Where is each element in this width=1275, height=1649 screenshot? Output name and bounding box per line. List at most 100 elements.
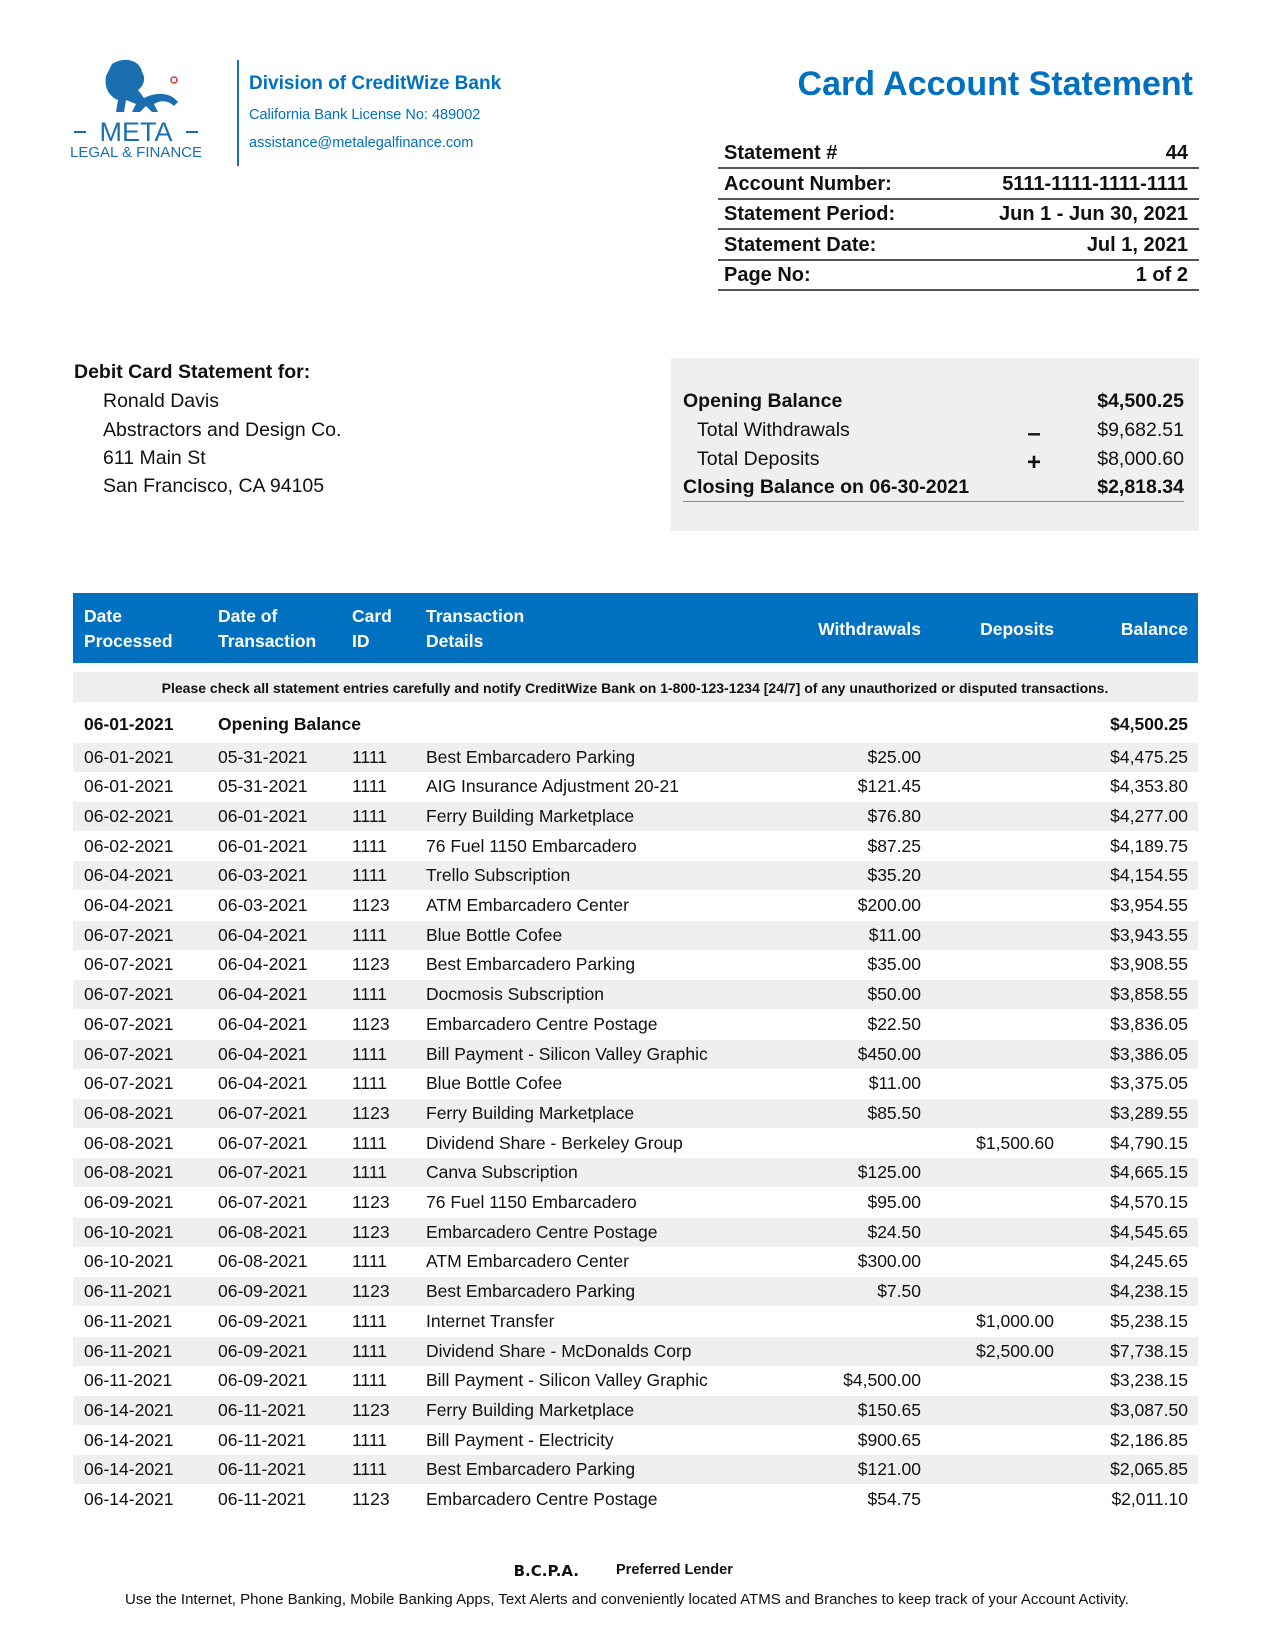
cell: Embarcadero Centre Postage	[426, 1489, 658, 1509]
cell: Docmosis Subscription	[426, 984, 604, 1005]
cell: 06-11-2021	[84, 1370, 173, 1391]
column-header: Balance	[1120, 618, 1188, 639]
cell: Bill Payment - Silicon Valley Graphic	[426, 1043, 708, 1064]
cell: $85.50	[867, 1102, 921, 1123]
column-header: Deposits	[980, 618, 1054, 639]
cell: $125.00	[857, 1162, 921, 1183]
info-rule	[718, 289, 1199, 291]
cell: $450.00	[857, 1043, 921, 1064]
cell: 06-01-2021	[218, 835, 308, 856]
cell: $4,189.75	[1110, 835, 1188, 856]
cell: 06-11-2021	[218, 1489, 307, 1509]
cell: 1123	[352, 1489, 390, 1509]
cell: 06-04-2021	[218, 1043, 308, 1064]
cell: 06-07-2021	[218, 1162, 308, 1183]
cell: $7,738.15	[1110, 1340, 1188, 1361]
cell: $4,154.55	[1110, 865, 1188, 886]
summary-value: $9,682.51	[1097, 419, 1184, 442]
summary-rule	[683, 501, 1184, 502]
cell: 1111	[352, 984, 388, 1005]
cell: $2,011.10	[1111, 1489, 1188, 1509]
cell: 1123	[352, 1192, 390, 1212]
cell: 06-07-2021	[84, 1073, 174, 1094]
cell: 1111	[352, 865, 388, 886]
cell: Embarcadero Centre Postage	[426, 1013, 658, 1034]
cell: Blue Bottle Cofee	[426, 1073, 563, 1094]
cell: $3,836.05	[1110, 1013, 1188, 1034]
cell: 06-01-2021	[84, 746, 174, 767]
cell: $95.00	[867, 1192, 921, 1212]
footer-text: Use the Internet, Phone Banking, Mobile …	[125, 1591, 1129, 1608]
license: California Bank License No: 489002	[249, 107, 481, 124]
cell: 06-09-2021	[218, 1370, 308, 1391]
row-shade	[73, 1039, 1198, 1069]
info-value: 5111-1111-1111-1111	[1002, 172, 1188, 195]
info-value: 44	[1165, 142, 1188, 164]
cell: 06-07-2021	[84, 1043, 174, 1064]
cell: $54.75	[867, 1489, 921, 1509]
customer-line: Abstractors and Design Co.	[103, 418, 342, 441]
cell: Bill Payment - Electricity	[426, 1429, 614, 1450]
cell: 1111	[352, 776, 388, 797]
cell: 06-07-2021	[84, 1013, 174, 1034]
cell: 06-09-2021	[218, 1310, 308, 1331]
cell: $4,238.15	[1110, 1281, 1188, 1302]
summary-value: $2,818.34	[1097, 476, 1184, 499]
cell: 1111	[352, 1132, 388, 1153]
info-rule	[718, 258, 1199, 261]
summary-sign: +	[1026, 448, 1042, 476]
row-shade	[73, 742, 1198, 772]
cell: 06-08-2021	[218, 1221, 308, 1242]
info-rule	[718, 197, 1199, 200]
cell: 06-01-2021	[84, 776, 174, 797]
cell: $4,245.65	[1110, 1251, 1188, 1272]
cell: 06-07-2021	[218, 1102, 308, 1123]
cell: 06-04-2021	[218, 954, 308, 975]
cell: 06-07-2021	[218, 1192, 308, 1212]
logo	[74, 59, 198, 133]
cell: 06-04-2021	[84, 865, 174, 886]
cell: 06-02-2021	[84, 805, 174, 826]
cell: 05-31-2021	[218, 776, 308, 797]
cell: $3,238.15	[1110, 1370, 1188, 1391]
cell: Embarcadero Centre Postage	[426, 1221, 658, 1242]
cell: $2,186.85	[1110, 1429, 1188, 1450]
summary-label: Opening Balance	[683, 390, 843, 413]
footer-bcpa: B.C.P.A.	[513, 1562, 579, 1580]
row-shade	[73, 1098, 1198, 1128]
cell: $3,954.55	[1110, 895, 1188, 915]
cell: 06-07-2021	[84, 954, 174, 975]
logo-sub: LEGAL & FINANCE	[70, 144, 202, 161]
cell: Best Embarcadero Parking	[426, 1459, 636, 1480]
cell: 06-04-2021	[218, 1073, 308, 1094]
cell: 1111	[352, 1370, 388, 1391]
cell: $150.65	[857, 1399, 921, 1420]
cell: Ferry Building Marketplace	[426, 1399, 635, 1420]
cell: 06-10-2021	[84, 1251, 174, 1272]
cell: 06-14-2021	[84, 1489, 174, 1509]
cell: 1111	[352, 805, 388, 826]
cell: Ferry Building Marketplace	[426, 805, 635, 826]
cell: 06-04-2021	[218, 924, 308, 945]
cell: $5,238.15	[1110, 1310, 1188, 1331]
cell: $4,790.15	[1110, 1132, 1188, 1153]
cell: 1111	[352, 1043, 388, 1064]
cell: 06-04-2021	[218, 1013, 308, 1034]
cell: AIG Insurance Adjustment 20-21	[426, 776, 679, 797]
info-label: Page No:	[724, 264, 811, 286]
cell: $300.00	[857, 1251, 921, 1272]
cell: Canva Subscription	[426, 1162, 578, 1183]
cell: 06-09-2021	[84, 1192, 174, 1212]
cell: Trello Subscription	[426, 865, 571, 886]
column-header: Card	[352, 605, 392, 626]
cell: 1123	[352, 1221, 390, 1242]
cell: 1111	[352, 1310, 388, 1331]
info-label: Account Number:	[724, 172, 892, 195]
row-shade	[73, 861, 1198, 891]
division: Division of CreditWize Bank	[249, 72, 502, 94]
column-header: ID	[352, 630, 370, 651]
cell: 06-11-2021	[84, 1281, 173, 1302]
cell: Best Embarcadero Parking	[426, 954, 636, 975]
cell: 06-09-2021	[218, 1281, 308, 1302]
